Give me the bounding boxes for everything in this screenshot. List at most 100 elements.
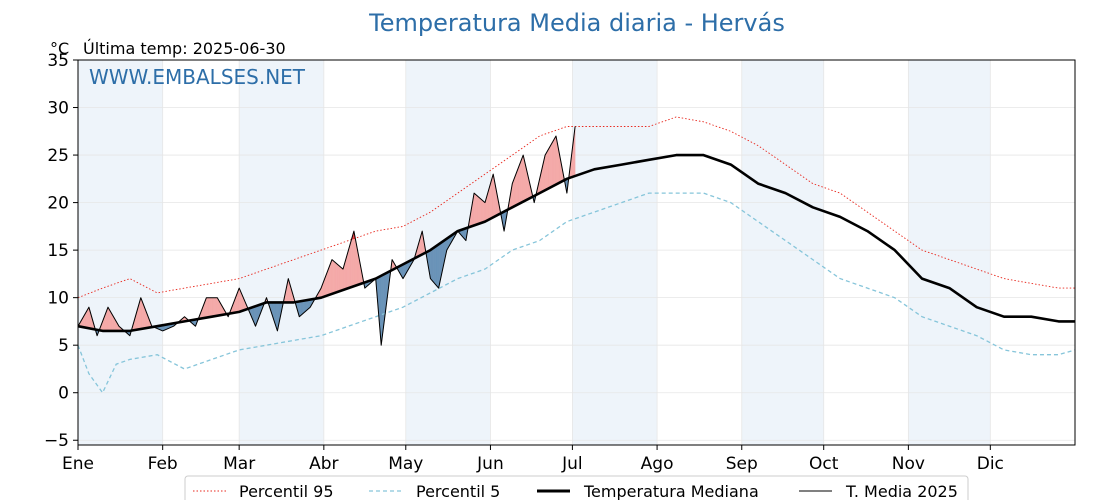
fill-above-median xyxy=(107,306,110,332)
x-tick-label: Ago xyxy=(641,454,674,474)
fill-above-median xyxy=(208,297,211,318)
fill-above-median xyxy=(483,200,486,223)
series-line-median xyxy=(77,153,1075,333)
y-tick-label: −5 xyxy=(44,431,69,451)
fill-above-median xyxy=(213,297,215,317)
fill-above-median xyxy=(479,197,482,224)
fill-above-median xyxy=(553,137,555,187)
fill-above-median xyxy=(514,172,517,207)
fill-above-median xyxy=(554,135,557,186)
fill-below-median xyxy=(432,246,435,284)
fill-above-median xyxy=(341,267,344,291)
fill-above-median xyxy=(330,259,333,295)
fill-above-median xyxy=(350,235,353,288)
x-tick-label: Ene xyxy=(62,454,94,474)
fill-below-median xyxy=(301,300,304,315)
y-tick-label: 15 xyxy=(47,241,69,261)
fill-above-median xyxy=(334,261,337,294)
y-tick-label: 5 xyxy=(58,336,69,356)
legend-label-current: T. Media 2025 xyxy=(845,482,958,500)
fill-above-median xyxy=(335,262,338,293)
fill-above-median xyxy=(475,193,477,226)
legend-label-p5: Percentil 5 xyxy=(416,482,500,500)
series-line-p5 xyxy=(77,192,1076,394)
fill-below-median xyxy=(435,244,438,288)
fill-above-median xyxy=(482,199,484,223)
x-tick-label: Abr xyxy=(309,454,338,474)
fill-above-median xyxy=(331,259,334,295)
fill-above-median xyxy=(348,245,350,289)
fill-above-median xyxy=(544,151,547,191)
fill-above-median xyxy=(473,192,476,226)
x-tick-label: May xyxy=(388,454,423,474)
fill-above-median xyxy=(109,308,111,332)
y-tick-label: 25 xyxy=(47,146,69,166)
unit-label: °C xyxy=(50,39,69,58)
fill-above-median xyxy=(516,169,518,206)
fill-above-median xyxy=(140,297,143,330)
fill-above-median xyxy=(215,297,218,317)
month-band xyxy=(239,60,324,445)
legend: Percentil 95 Percentil 5 Temperatura Med… xyxy=(184,475,969,500)
x-tick-label: Dic xyxy=(977,454,1004,474)
fill-below-median xyxy=(300,300,303,316)
fill-above-median xyxy=(550,142,553,188)
month-band xyxy=(78,60,163,445)
fill-above-median xyxy=(551,140,554,187)
last-temp-label: Última temp: 2025-06-30 xyxy=(83,39,286,58)
series-line-2025 xyxy=(77,126,576,346)
x-tick-label: Jun xyxy=(476,454,504,474)
fill-above-median xyxy=(490,178,493,220)
fill-above-median xyxy=(329,263,331,296)
watermark: WWW.EMBALSES.NET xyxy=(89,65,306,89)
fill-above-median xyxy=(520,158,523,204)
fill-above-median xyxy=(210,297,213,318)
fill-below-median xyxy=(434,245,437,286)
fill-above-median xyxy=(546,149,549,190)
fill-below-median xyxy=(299,300,301,318)
fill-above-median xyxy=(548,144,551,189)
month-band xyxy=(572,60,658,445)
y-axis: −5 0 5 10 15 20 25 30 35 xyxy=(44,51,78,451)
fill-above-median xyxy=(207,297,210,318)
fill-above-median xyxy=(480,198,483,224)
fill-above-median xyxy=(206,297,208,318)
chart-title: Temperatura Media diaria - Hervás xyxy=(368,9,785,37)
fill-below-median xyxy=(431,247,434,283)
y-tick-label: 0 xyxy=(58,384,69,404)
fill-above-median xyxy=(513,176,516,207)
legend-box xyxy=(184,475,969,500)
fill-above-median xyxy=(521,154,524,203)
x-axis: Ene Feb Mar Abr May Jun Jul Ago Sep Oct Nov Dic xyxy=(62,445,1004,474)
fill-below-median xyxy=(436,244,439,289)
x-tick-label: Feb xyxy=(148,454,178,474)
legend-label-p95: Percentil 95 xyxy=(239,482,334,500)
fill-above-median xyxy=(87,306,90,329)
y-tick-label: 35 xyxy=(47,51,69,71)
fill-above-median xyxy=(337,263,340,293)
y-tick-label: 20 xyxy=(47,194,69,214)
fill-above-median xyxy=(338,265,341,292)
x-tick-label: Sep xyxy=(726,454,758,474)
fill-above-median xyxy=(477,196,480,225)
fill-above-median xyxy=(333,260,335,294)
y-tick-label: 30 xyxy=(47,99,69,119)
fill-above-median xyxy=(476,195,479,225)
y-tick-label: 10 xyxy=(47,289,69,309)
fill-above-median xyxy=(547,147,550,190)
series-lines xyxy=(77,116,1076,394)
fill-above-median xyxy=(517,165,520,205)
x-tick-label: Mar xyxy=(223,454,255,474)
legend-label-median: Temperatura Mediana xyxy=(583,482,759,500)
fill-below-median xyxy=(304,300,307,313)
x-tick-label: Oct xyxy=(809,454,839,474)
x-tick-label: Nov xyxy=(892,454,925,474)
month-band xyxy=(741,60,824,445)
fill-above-median xyxy=(491,174,494,219)
fill-above-median xyxy=(211,297,214,317)
fill-above-median xyxy=(518,162,521,205)
fill-above-median xyxy=(340,266,342,292)
fill-below-median xyxy=(430,248,432,281)
